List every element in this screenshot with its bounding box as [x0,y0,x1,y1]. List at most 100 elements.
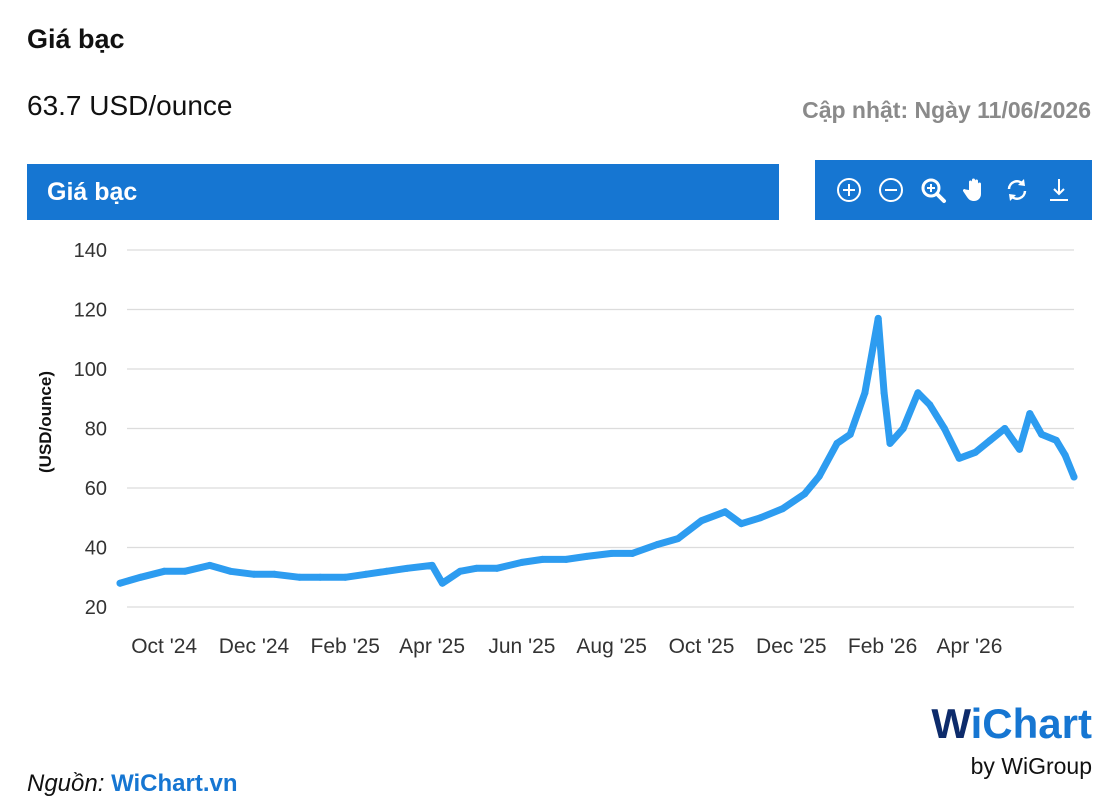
data-point[interactable] [653,541,661,549]
source-link[interactable]: WiChart.vn [111,770,238,797]
data-point[interactable] [779,505,786,513]
x-tick-label: Apr '25 [399,635,465,658]
data-point[interactable] [181,567,189,575]
data-point[interactable] [1001,425,1009,432]
data-point[interactable] [518,558,526,566]
x-tick-label: Oct '24 [131,635,197,658]
series-layer [116,314,1078,587]
data-point[interactable] [955,454,963,462]
data-point[interactable] [737,520,745,528]
data-point[interactable] [940,425,948,432]
x-tick-labels: Oct '24 Dec '24 Feb '25 Apr '25 Jun '25 Aug '… [131,635,1002,658]
logo-text: iChart [970,700,1092,747]
data-point[interactable] [886,439,894,447]
zoom-out-icon [878,178,903,202]
y-tick-label: 60 [85,478,107,500]
data-point[interactable] [880,389,888,397]
data-point[interactable] [846,430,854,438]
data-point[interactable] [160,567,168,575]
data-point[interactable] [1052,436,1060,444]
data-point[interactable] [926,401,934,409]
magnifier-zoom-icon [921,178,946,203]
source-label: Nguồn: [27,770,105,797]
reset-button[interactable] [1002,175,1032,205]
x-tick-label: Dec '25 [756,635,827,658]
wichart-logo: WiChart by WiGroup [931,703,1092,780]
x-tick-label: Dec '24 [219,635,290,658]
data-point[interactable] [608,549,616,557]
data-point[interactable] [539,555,547,563]
y-tick-labels: 20 40 60 80 100 120 140 [74,240,107,619]
data-point[interactable] [1061,451,1069,459]
chart-header: Giá bạc [27,164,779,220]
logo-byline: by WiGroup [970,753,1092,779]
chart-toolbar [815,160,1092,220]
data-point[interactable] [815,472,823,480]
data-point[interactable] [428,561,436,569]
data-point[interactable] [698,517,706,525]
zoom-out-button[interactable] [876,175,906,205]
data-point[interactable] [1016,445,1024,453]
chart-header-title: Giá bạc [47,177,138,206]
pan-hand-icon [962,178,981,201]
data-point[interactable] [116,579,124,587]
data-point[interactable] [206,561,214,569]
x-tick-label: Apr '26 [937,635,1003,658]
data-point[interactable] [250,570,258,578]
source-note: Nguồn: WiChart.vn [27,770,238,798]
data-point[interactable] [874,314,882,322]
logo-w: W [931,700,971,747]
download-button[interactable] [1044,175,1074,205]
zoom-in-icon [836,178,861,202]
y-tick-label: 40 [85,538,107,560]
data-point[interactable] [1026,410,1034,418]
data-point[interactable] [583,552,591,560]
x-tick-label: Oct '25 [669,635,735,658]
data-point[interactable] [456,567,464,575]
data-point[interactable] [986,436,994,444]
data-point[interactable] [1038,430,1046,438]
data-point[interactable] [296,573,304,581]
pan-button[interactable] [960,175,990,205]
x-tick-label: Aug '25 [576,635,647,658]
selection-zoom-button[interactable] [918,175,948,205]
data-point[interactable] [438,579,446,587]
data-point[interactable] [403,564,411,572]
data-point[interactable] [801,490,809,498]
data-point[interactable] [756,514,764,522]
data-point[interactable] [914,389,922,397]
zoom-in-button[interactable] [834,175,864,205]
data-point[interactable] [971,448,979,456]
price-chart[interactable]: 20 40 60 80 100 120 140 Oct '24 Dec '24 Feb '25 A… [0,225,1118,665]
series-line[interactable] [116,314,1078,587]
data-point[interactable] [1070,473,1078,481]
data-point[interactable] [226,567,234,575]
y-tick-label: 100 [74,359,107,381]
page-title: Giá bạc [27,24,125,54]
data-point[interactable] [271,570,279,578]
data-point[interactable] [341,573,349,581]
grid-lines [127,249,1074,608]
data-point[interactable] [472,564,480,572]
x-tick-label: Feb '26 [848,635,917,658]
x-tick-label: Feb '25 [311,635,380,658]
data-point[interactable] [899,425,907,432]
data-point[interactable] [861,389,869,397]
data-point[interactable] [721,508,729,516]
data-point[interactable] [362,570,370,578]
data-point[interactable] [493,564,501,572]
data-point[interactable] [628,549,636,557]
reset-icon [1007,179,1026,201]
data-point[interactable] [562,555,570,563]
data-point[interactable] [674,535,682,543]
x-tick-label: Jun '25 [488,635,555,658]
download-icon [1049,179,1068,201]
y-axis-label: (USD/ounce) [36,371,55,473]
data-point[interactable] [316,573,324,581]
data-point[interactable] [382,567,390,575]
update-date: Cập nhật: Ngày 11/06/2026 [802,97,1091,123]
data-point[interactable] [833,439,841,447]
y-tick-label: 80 [85,419,107,441]
y-tick-label: 120 [74,300,107,322]
data-point[interactable] [137,573,145,581]
